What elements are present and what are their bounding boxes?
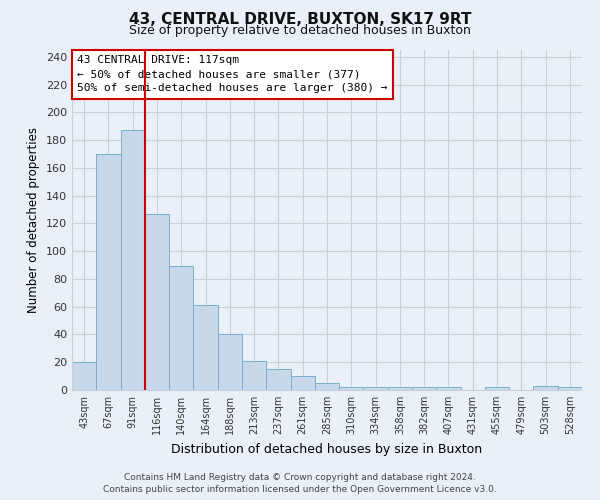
- Bar: [485, 387, 509, 390]
- Bar: [558, 387, 582, 390]
- Text: Size of property relative to detached houses in Buxton: Size of property relative to detached ho…: [129, 24, 471, 37]
- Bar: [218, 334, 242, 390]
- Bar: [412, 387, 436, 390]
- Bar: [315, 383, 339, 390]
- Bar: [266, 369, 290, 390]
- Bar: [242, 361, 266, 390]
- Bar: [193, 306, 218, 390]
- Bar: [169, 266, 193, 390]
- Bar: [96, 154, 121, 390]
- Bar: [145, 214, 169, 390]
- X-axis label: Distribution of detached houses by size in Buxton: Distribution of detached houses by size …: [172, 442, 482, 456]
- Bar: [533, 386, 558, 390]
- Bar: [72, 362, 96, 390]
- Bar: [121, 130, 145, 390]
- Text: Contains HM Land Registry data © Crown copyright and database right 2024.
Contai: Contains HM Land Registry data © Crown c…: [103, 473, 497, 494]
- Bar: [290, 376, 315, 390]
- Text: 43 CENTRAL DRIVE: 117sqm
← 50% of detached houses are smaller (377)
50% of semi-: 43 CENTRAL DRIVE: 117sqm ← 50% of detach…: [77, 55, 388, 93]
- Bar: [339, 387, 364, 390]
- Bar: [364, 387, 388, 390]
- Bar: [388, 387, 412, 390]
- Text: 43, CENTRAL DRIVE, BUXTON, SK17 9RT: 43, CENTRAL DRIVE, BUXTON, SK17 9RT: [129, 12, 471, 28]
- Bar: [436, 387, 461, 390]
- Y-axis label: Number of detached properties: Number of detached properties: [28, 127, 40, 313]
